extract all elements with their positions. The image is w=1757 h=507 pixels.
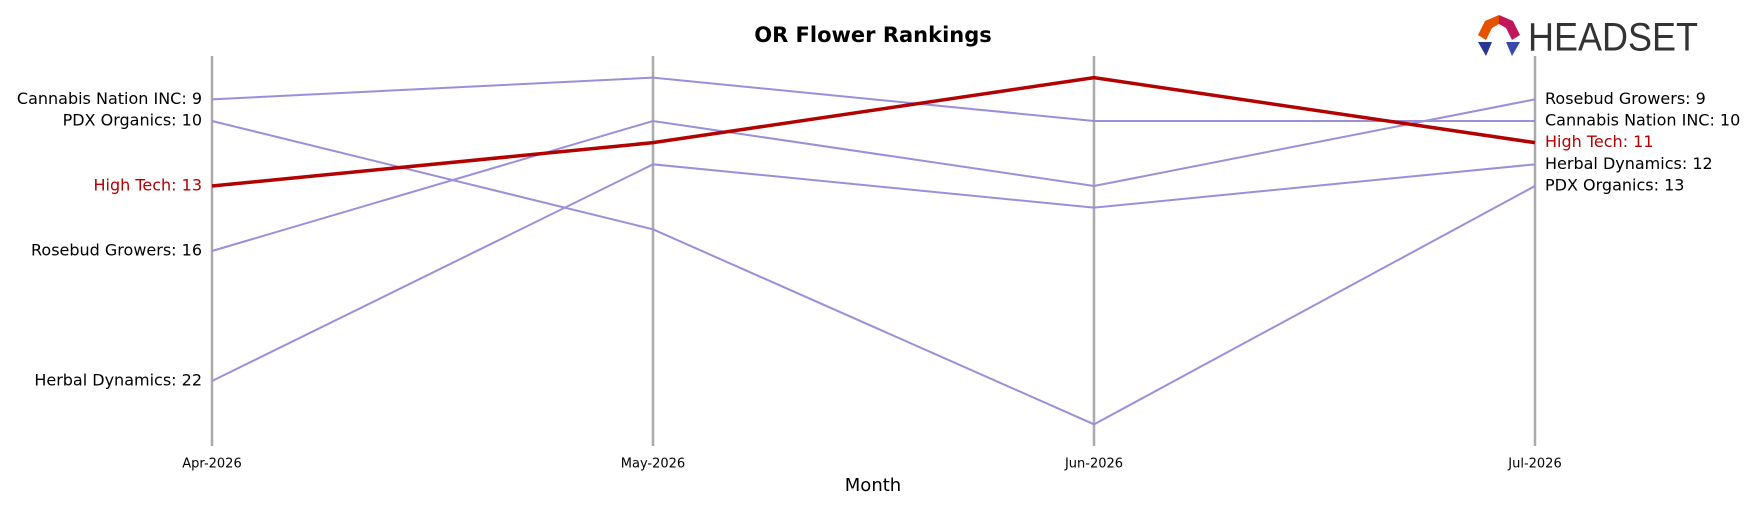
x-tick-label: Jul-2026 xyxy=(1507,457,1561,472)
series-line xyxy=(211,163,1536,382)
x-axis-label: Month xyxy=(845,475,901,496)
series-line xyxy=(211,75,1536,188)
logo: HEADSET xyxy=(1478,15,1698,60)
series-label: Rosebud Growers: 16 xyxy=(31,241,202,260)
x-tick-label: Apr-2026 xyxy=(182,457,241,472)
series-line xyxy=(211,120,1536,426)
series-line xyxy=(211,98,1536,252)
logo-text: HEADSET xyxy=(1528,16,1698,60)
series-label: Herbal Dynamics: 12 xyxy=(1545,154,1713,173)
x-tick-label: May-2026 xyxy=(621,457,685,472)
series-label: High Tech: 11 xyxy=(1545,132,1654,151)
series-label: Herbal Dynamics: 22 xyxy=(34,371,202,390)
series-label: PDX Organics: 10 xyxy=(63,111,202,130)
series-line xyxy=(211,76,1535,122)
series-label: High Tech: 13 xyxy=(93,176,202,195)
x-tick-label: Jun-2026 xyxy=(1064,457,1123,472)
series-label: Cannabis Nation INC: 10 xyxy=(1545,111,1740,130)
series-label: Rosebud Growers: 9 xyxy=(1545,89,1706,108)
chart-title: OR Flower Rankings xyxy=(754,23,992,47)
series-label: PDX Organics: 13 xyxy=(1545,176,1684,195)
series-label: Cannabis Nation INC: 9 xyxy=(17,89,202,108)
